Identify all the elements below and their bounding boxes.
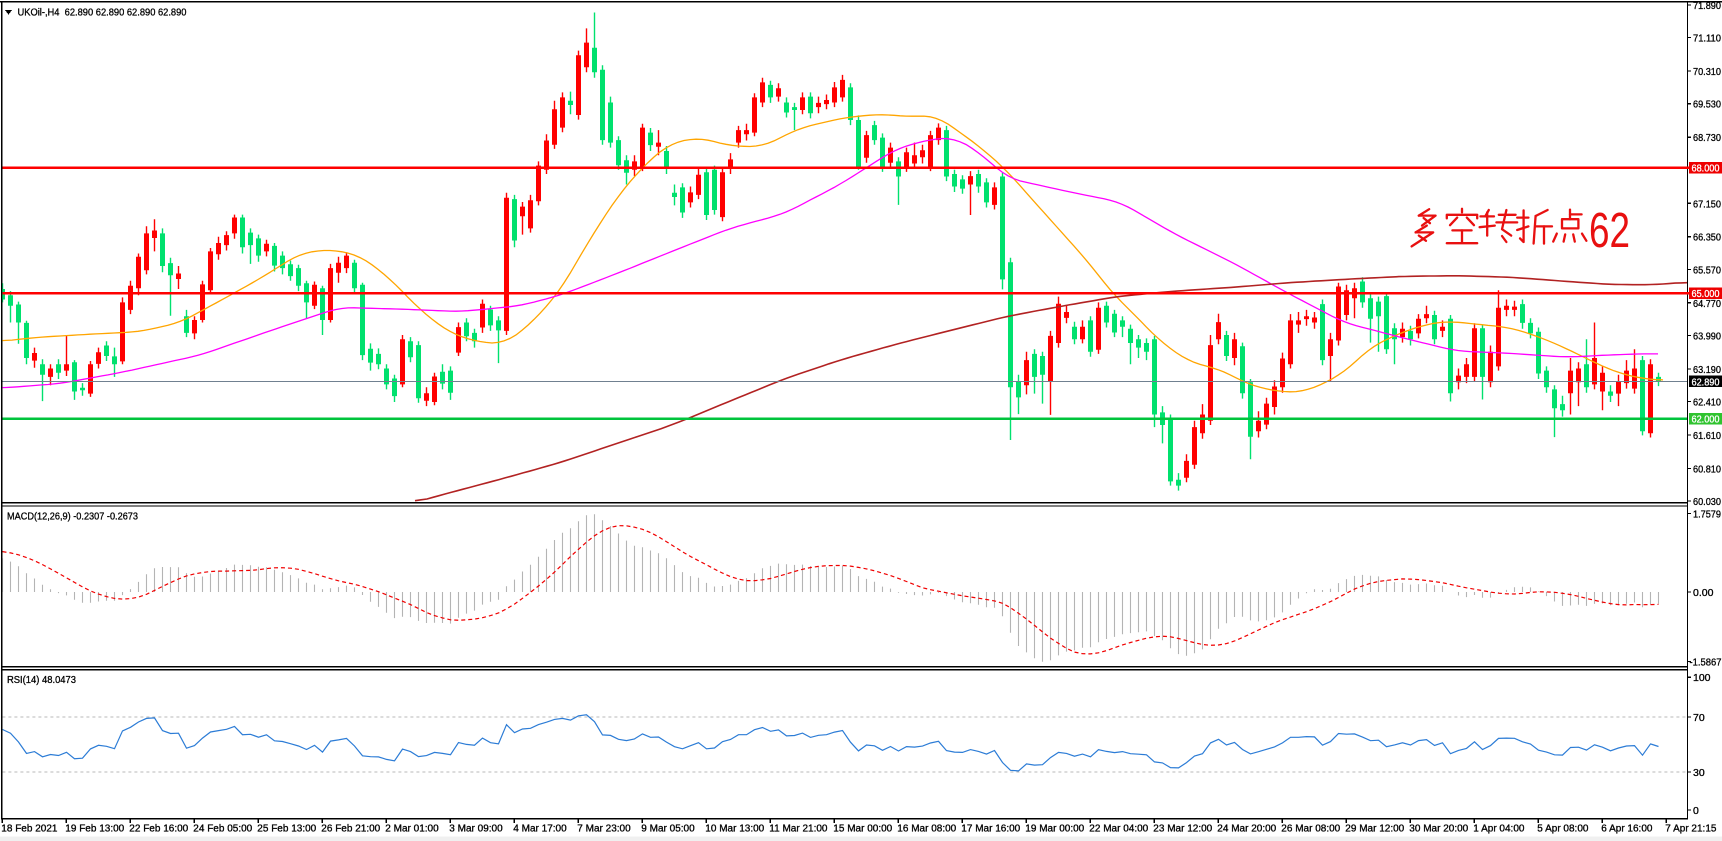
svg-text:23 Mar 12:00: 23 Mar 12:00 <box>1153 824 1212 835</box>
svg-text:62.000: 62.000 <box>1692 414 1720 426</box>
svg-text:62.410: 62.410 <box>1693 397 1721 409</box>
svg-text:64.770: 64.770 <box>1693 298 1721 310</box>
svg-text:30: 30 <box>1693 767 1705 779</box>
svg-text:60.810: 60.810 <box>1693 464 1721 476</box>
svg-text:11 Mar 21:00: 11 Mar 21:00 <box>769 824 828 835</box>
svg-text:17 Mar 16:00: 17 Mar 16:00 <box>961 824 1020 835</box>
svg-text:65.570: 65.570 <box>1693 264 1721 276</box>
svg-text:66.350: 66.350 <box>1693 232 1721 244</box>
svg-text:63.990: 63.990 <box>1693 331 1721 343</box>
svg-text:26 Mar 08:00: 26 Mar 08:00 <box>1281 824 1340 835</box>
svg-text:19 Feb 13:00: 19 Feb 13:00 <box>65 824 124 835</box>
svg-text:22 Feb 16:00: 22 Feb 16:00 <box>129 824 188 835</box>
svg-text:15 Mar 00:00: 15 Mar 00:00 <box>833 824 892 835</box>
svg-text:71.890: 71.890 <box>1693 0 1721 12</box>
svg-text:0: 0 <box>1693 805 1699 817</box>
svg-text:10 Mar 13:00: 10 Mar 13:00 <box>705 824 764 835</box>
svg-text:70: 70 <box>1693 712 1705 724</box>
svg-text:30 Mar 20:00: 30 Mar 20:00 <box>1409 824 1468 835</box>
svg-text:-1.5867: -1.5867 <box>1690 656 1722 668</box>
svg-text:7 Apr 21:15: 7 Apr 21:15 <box>1665 824 1717 835</box>
svg-text:UKOil-,H4 62.890 62.890 62.89: UKOil-,H4 62.890 62.890 62.890 62.890 <box>18 7 187 19</box>
svg-text:26 Feb 21:00: 26 Feb 21:00 <box>321 824 380 835</box>
svg-text:1 Apr 04:00: 1 Apr 04:00 <box>1473 824 1525 835</box>
svg-text:3 Mar 09:00: 3 Mar 09:00 <box>449 824 503 835</box>
svg-text:7 Mar 23:00: 7 Mar 23:00 <box>577 824 631 835</box>
svg-text:71.110: 71.110 <box>1693 33 1721 45</box>
svg-text:22 Mar 04:00: 22 Mar 04:00 <box>1089 824 1148 835</box>
svg-text:60.030: 60.030 <box>1693 496 1721 508</box>
svg-text:4 Mar 17:00: 4 Mar 17:00 <box>513 824 567 835</box>
svg-text:67.150: 67.150 <box>1693 198 1721 210</box>
svg-text:63.190: 63.190 <box>1693 364 1721 376</box>
svg-text:69.530: 69.530 <box>1693 99 1721 111</box>
svg-text:29 Mar 12:00: 29 Mar 12:00 <box>1345 824 1404 835</box>
svg-text:0.00: 0.00 <box>1693 587 1714 599</box>
svg-text:100: 100 <box>1693 672 1711 684</box>
svg-text:24 Mar 20:00: 24 Mar 20:00 <box>1217 824 1276 835</box>
svg-text:68.000: 68.000 <box>1692 163 1720 175</box>
svg-text:1.7579: 1.7579 <box>1693 508 1721 520</box>
svg-text:9 Mar 05:00: 9 Mar 05:00 <box>641 824 695 835</box>
svg-text:19 Mar 00:00: 19 Mar 00:00 <box>1025 824 1084 835</box>
svg-text:25 Feb 13:00: 25 Feb 13:00 <box>257 824 316 835</box>
svg-text:RSI(14) 48.0473: RSI(14) 48.0473 <box>7 674 76 686</box>
svg-text:68.730: 68.730 <box>1693 132 1721 144</box>
svg-text:65.000: 65.000 <box>1692 288 1720 300</box>
svg-text:18 Feb 2021: 18 Feb 2021 <box>1 824 58 835</box>
svg-text:MACD(12,26,9) -0.2307 -0.2673: MACD(12,26,9) -0.2307 -0.2673 <box>7 511 138 523</box>
svg-text:2 Mar 01:00: 2 Mar 01:00 <box>385 824 439 835</box>
svg-text:70.310: 70.310 <box>1693 66 1721 78</box>
svg-text:5 Apr 08:00: 5 Apr 08:00 <box>1537 824 1589 835</box>
svg-text:61.610: 61.610 <box>1693 430 1721 442</box>
svg-text:62.890: 62.890 <box>1692 377 1720 389</box>
svg-text:16 Mar 08:00: 16 Mar 08:00 <box>897 824 956 835</box>
svg-text:24 Feb 05:00: 24 Feb 05:00 <box>193 824 252 835</box>
svg-text:6 Apr 16:00: 6 Apr 16:00 <box>1601 824 1653 835</box>
svg-text:62: 62 <box>1589 204 1630 258</box>
